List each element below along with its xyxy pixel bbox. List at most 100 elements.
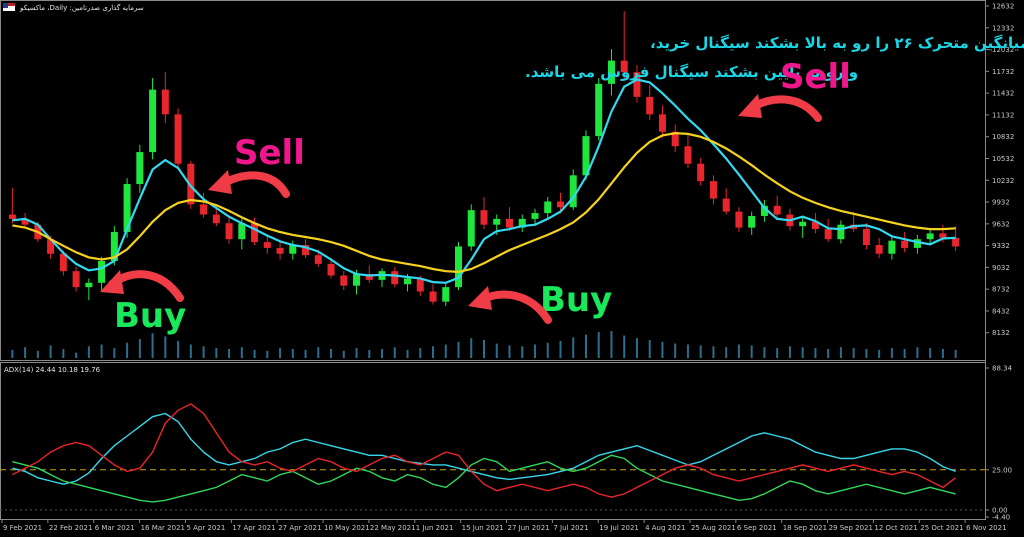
volume-bar [852,348,855,358]
price-tick-label: 9032 [992,264,1010,272]
date-tick-label: 19 Jul 2021 [599,524,639,532]
volume-bar [432,346,435,358]
candle-body [607,60,615,84]
arrow-sell-1 [218,171,290,198]
candle-body [862,229,870,246]
volume-bar [610,331,613,358]
candle-body [47,239,55,254]
price-tick-label: 10532 [992,155,1014,163]
adx-tick-label: 25.00 [992,466,1012,474]
candle-body [314,255,322,264]
candle-body [391,271,399,285]
chart-title: ماکسیکو ،Daily :سرمایه گذاری صدرتامین [19,3,144,12]
volume-bar [470,338,473,358]
volume-bar [941,349,944,358]
candle-body [760,205,768,216]
volume-bar [495,343,498,358]
candle-body [480,210,488,225]
candle-body [353,274,361,286]
candle-body [416,278,424,292]
ma-9-line [12,78,956,284]
price-tick-label: 12632 [992,3,1014,11]
price-tick-label: 10832 [992,133,1014,141]
volume-bar [674,343,677,358]
flag-icon [3,3,15,11]
volume-bar [36,350,39,358]
volume-bar [138,339,141,358]
volume-bar [126,342,129,358]
candle-body [467,210,475,247]
volume-bar [546,342,549,358]
price-tick-label: 10232 [992,177,1014,185]
candle-body [633,72,641,97]
volume-bar [827,349,830,358]
date-tick-label: 6 Nov 2021 [966,524,1006,532]
date-tick-label: 9 Feb 2021 [3,524,42,532]
candle-body [85,282,93,288]
volume-bar [240,347,243,358]
volume-bar [559,340,562,358]
candle-body [493,218,501,225]
date-axis: 9 Feb 2021 22 Feb 2021 6 Mar 2021 16 Mar 20… [1,520,1007,532]
candle-body [544,201,552,214]
arrow-sell-2-head [738,94,762,118]
volume-bar [878,349,881,358]
date-tick-label: 4 Aug 2021 [645,524,685,532]
volume-bar [814,348,817,358]
volume-bar [916,347,919,358]
candle-body [926,233,934,240]
candle-body [340,275,348,286]
adx-series-line [12,403,957,498]
candle-body [569,175,577,208]
candle-body [327,263,335,276]
annotation-line-1: هرگاه میانگین متحرک ۹ ، میانگین متحرک ۲۶… [650,34,1024,52]
adx-series-line [12,454,956,503]
volume-bar [483,340,485,358]
price-tick-label: 12332 [992,24,1014,32]
flag-stripe [3,3,15,6]
adx-tick-label: 88.34 [992,365,1013,373]
volume-bar [189,344,192,358]
volume-bar [572,337,575,358]
annotation-line-2: و رو به پایین بشکند سیگنال فروش می باشد. [525,63,858,82]
ma-26-line [12,132,956,274]
volume-bar [304,349,307,358]
candle-body [735,211,743,228]
candle-body [697,163,705,182]
sell-signal-1: Sell [234,133,305,173]
date-tick-label: 10 May 2021 [324,524,370,532]
arrow-sell-2 [748,95,822,122]
price-tick-label: 8432 [992,307,1010,315]
buy-signal-1: Buy [114,296,186,336]
candle-body [518,218,526,228]
volume-bar [929,348,932,358]
volume-bar [686,344,689,358]
price-tick-label: 8732 [992,286,1010,294]
moving-average-lines [12,78,956,284]
volume-bar [355,348,358,358]
date-tick-label: 15 Jun 2021 [462,524,504,532]
volume-bar [954,349,957,358]
volume-bar [62,349,65,358]
volume-bar [177,340,180,358]
volume-bar [776,348,779,358]
candle-body [302,245,310,256]
candle-body [187,163,195,205]
candle-body [531,213,539,219]
price-tick-label: 9332 [992,242,1010,250]
candle-body [824,229,832,240]
volume-bar [890,348,893,358]
volume-bar [253,349,256,358]
candle-body [289,245,297,254]
adx-pane-frame [0,362,986,520]
volume-bar [508,345,511,358]
volume-bar [202,346,205,358]
volume-bar [533,344,536,358]
volume-bar [444,344,447,358]
candle-body [404,278,412,285]
candle-body [875,245,883,254]
candle-body [748,215,756,228]
volume-bars [11,331,957,358]
candle-body [429,291,437,302]
